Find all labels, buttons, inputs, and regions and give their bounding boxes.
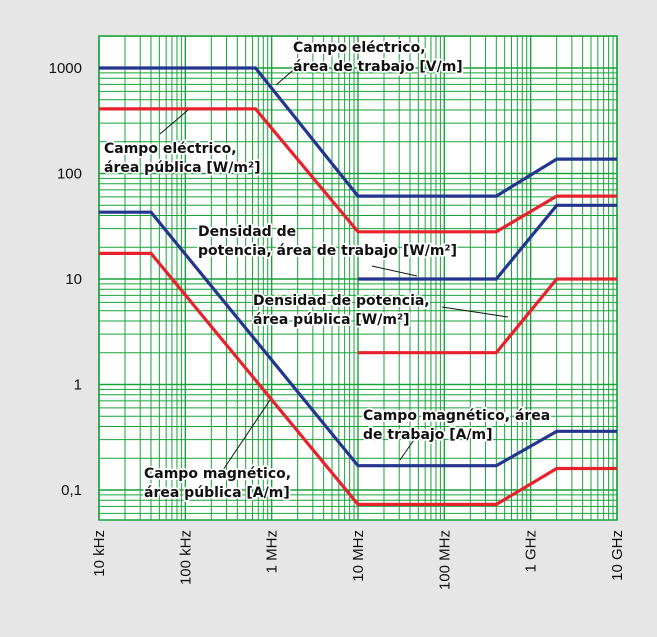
- grid: [98, 35, 618, 521]
- x-tick-labels: 10 kHz 100 kHz 1 MHz 10 MHz 100 MHz 1 GHz 10 G…: [91, 530, 626, 590]
- annotation-label: Campo eléctrico,: [104, 141, 237, 157]
- annotation-leader-line: [441, 306, 509, 318]
- series-line: [99, 210, 617, 468]
- annotations: Campo eléctrico, área de trabajo [V/m] Cam…: [102, 38, 552, 503]
- x-tick-label: 1 MHz: [264, 530, 281, 573]
- annotation-leader-line: [371, 265, 418, 277]
- x-tick-label: 100 kHz: [177, 530, 194, 585]
- x-tick-label: 10 MHz: [350, 530, 367, 582]
- annotation-leader-line: [222, 399, 271, 471]
- y-tick-label: 100: [57, 166, 82, 183]
- annotation-label: área de trabajo [V/m]: [293, 59, 463, 75]
- annotation-leaders: [159, 65, 509, 471]
- y-tick-label: 1: [74, 377, 82, 394]
- annotation-label: área pública [W/m²]: [104, 160, 260, 176]
- y-tick-labels: 1000 100 10 1 0,1: [49, 60, 82, 499]
- annotation-label: Campo eléctrico,: [293, 40, 426, 56]
- series-line: [99, 66, 617, 198]
- annotation-leader-line: [275, 65, 299, 86]
- annotation-label: Campo magnético, área: [363, 408, 550, 424]
- annotation-label: de trabajo [A/m]: [363, 427, 493, 443]
- y-tick-label: 0,1: [61, 482, 82, 499]
- annotation-label: Densidad de: [198, 224, 296, 240]
- series-line: [99, 107, 617, 234]
- annotation-label: área pública [A/m]: [144, 485, 290, 501]
- y-tick-label: 1000: [49, 60, 82, 77]
- annotation-leader-line: [399, 433, 419, 461]
- x-tick-label: 1 GHz: [523, 530, 540, 573]
- x-tick-label: 10 kHz: [91, 530, 108, 577]
- series-line: [99, 251, 617, 506]
- x-tick-label: 10 GHz: [609, 530, 626, 581]
- x-tick-label: 100 MHz: [436, 530, 453, 590]
- annotation-label: Campo magnético,: [144, 466, 291, 482]
- annotation-label: Densidad de potencia,: [253, 293, 430, 309]
- series-line: [358, 203, 617, 281]
- series-group: [99, 66, 617, 506]
- annotation-label: área pública [W/m²]: [253, 312, 409, 328]
- series-line: [358, 277, 617, 355]
- annotation-label: potencia, área de trabajo [W/m²]: [198, 243, 457, 259]
- y-tick-label: 10: [65, 271, 82, 288]
- annotation-leader-line: [159, 109, 189, 135]
